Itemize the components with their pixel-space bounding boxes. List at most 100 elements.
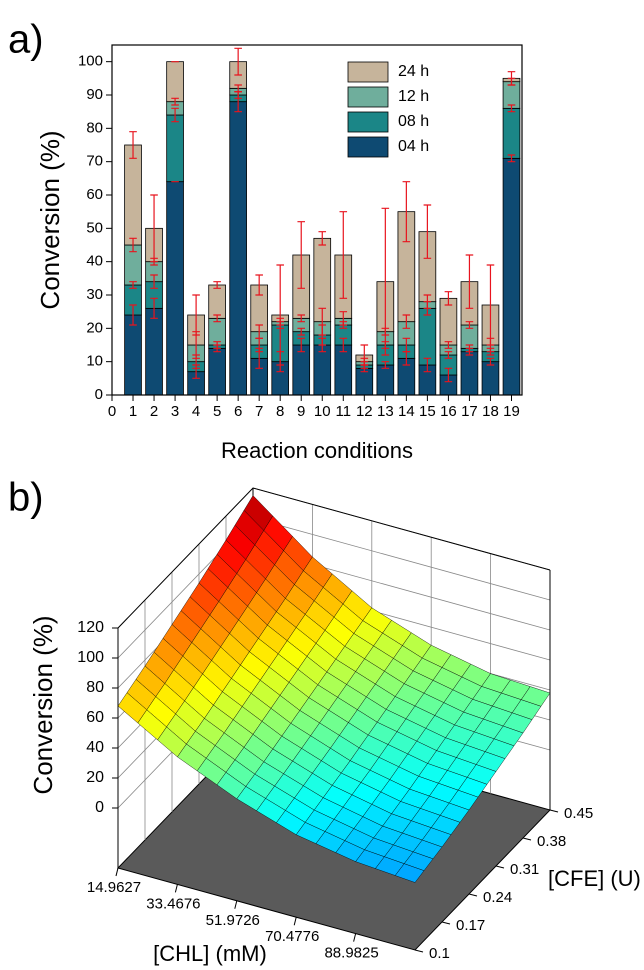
z-tick-label: 100 (77, 649, 104, 666)
z-axis-title: Conversion (%) (28, 615, 58, 794)
error-bar (423, 357, 432, 373)
y-tick-label: 40 (86, 253, 103, 270)
bar-segment (208, 317, 226, 346)
y-tick-label: 20 (86, 319, 103, 336)
error-bar (381, 207, 390, 356)
error-bar (213, 341, 221, 349)
error-bar (465, 321, 474, 329)
x-tick-label: 88.9825 (324, 945, 378, 962)
error-bar (318, 307, 327, 336)
bar-segment (145, 307, 163, 396)
error-bar (507, 104, 516, 113)
legend-label: 08 h (398, 113, 429, 130)
panel-label: b) (8, 476, 44, 520)
error-bar (129, 304, 137, 326)
y-tick-label: 10 (86, 353, 103, 370)
x-tick (115, 867, 119, 877)
bar-segment (208, 347, 226, 396)
x-axis-title: Reaction conditions (221, 438, 413, 463)
y-tick-label: 0 (95, 386, 103, 403)
x-tick (293, 917, 297, 926)
error-bar (360, 344, 369, 366)
y-tick (468, 893, 478, 897)
legend-swatch (347, 111, 389, 133)
error-bar (129, 237, 137, 253)
bar-segment (166, 61, 184, 103)
bar-segment (481, 361, 500, 396)
error-bar (339, 211, 348, 299)
x-tick-label: 14.9627 (87, 879, 141, 896)
x-tick-label: 1 (129, 403, 137, 420)
y-tick-label: 30 (86, 286, 103, 303)
y-tick-label: 80 (86, 119, 103, 136)
error-bar (507, 71, 516, 86)
y-tick-label: 0.24 (483, 889, 512, 906)
y-tick (414, 949, 424, 953)
bar-segment (124, 144, 142, 246)
bar-segment (292, 344, 311, 396)
z-tick-label: 120 (77, 619, 104, 636)
x-tick-label: 10 (314, 403, 331, 420)
box-edge (117, 487, 551, 629)
bar-segment (124, 314, 142, 396)
error-bar (213, 314, 221, 323)
bar-segment (502, 81, 521, 109)
error-bar (318, 231, 327, 246)
y-axis-title: Conversion (%) (35, 130, 65, 309)
error-bar (150, 297, 158, 319)
plot-frame (111, 44, 523, 396)
error-bar (297, 314, 306, 323)
error-bar (150, 274, 158, 289)
x-tick-label: 3 (171, 403, 179, 420)
error-bar (444, 341, 453, 349)
x-tick-label: 8 (276, 403, 284, 420)
error-bar (444, 291, 453, 306)
error-bar (423, 294, 432, 309)
error-bar (297, 327, 306, 336)
x-tick-label: 12 (356, 403, 373, 420)
error-bar (402, 314, 411, 329)
error-bar (339, 337, 348, 353)
error-bar (486, 357, 495, 366)
x-tick-label: 51.9726 (206, 912, 260, 929)
bar-segment (418, 307, 437, 366)
error-bar (150, 194, 158, 263)
x-tick-label: 6 (234, 403, 242, 420)
x-tick-label: 5 (213, 403, 221, 420)
error-bar (297, 337, 306, 353)
bar-segment (313, 344, 332, 396)
legend-label: 24 h (398, 63, 429, 80)
y-tick-label: 0.38 (537, 833, 566, 850)
bar-segment (502, 107, 521, 159)
x-tick-label: 13 (377, 403, 394, 420)
bar-segment (334, 344, 353, 396)
error-bar (129, 281, 137, 289)
error-bar (192, 294, 200, 336)
error-bar (276, 264, 284, 366)
z-tick-label: 80 (86, 679, 104, 696)
error-bar (381, 361, 390, 369)
y-tick (441, 921, 451, 925)
error-bar (297, 221, 306, 289)
x-tick-label: 70.4776 (265, 928, 319, 945)
y-tick-label: 90 (86, 86, 103, 103)
legend-swatch (347, 86, 389, 108)
z-tick-label: 20 (86, 769, 104, 786)
x-axis-title: [CHL] (mM) (153, 941, 267, 966)
x-tick-label: 2 (150, 403, 158, 420)
y-tick (495, 865, 505, 869)
x-tick-label: 19 (503, 403, 520, 420)
y-tick-label: 0.17 (456, 917, 485, 934)
y-tick (522, 837, 532, 841)
y-tick-label: 70 (86, 153, 103, 170)
error-bar (171, 107, 179, 123)
legend-swatch (347, 136, 389, 158)
y-tick-label: 50 (86, 219, 103, 236)
error-bar (255, 274, 263, 296)
bar-segment (166, 181, 184, 396)
error-bar (423, 204, 432, 259)
error-bar (465, 254, 474, 309)
error-bar (234, 84, 242, 93)
x-tick-label: 9 (297, 403, 305, 420)
z-tick-label: 40 (86, 739, 104, 756)
